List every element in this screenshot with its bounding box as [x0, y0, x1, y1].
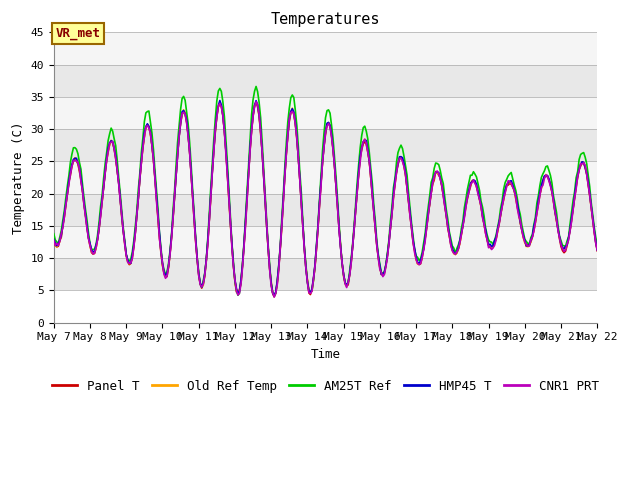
Legend: Panel T, Old Ref Temp, AM25T Ref, HMP45 T, CNR1 PRT: Panel T, Old Ref Temp, AM25T Ref, HMP45 …: [47, 375, 604, 398]
Bar: [54, 226, 597, 258]
X-axis label: Time: Time: [310, 348, 340, 361]
Bar: [54, 129, 597, 161]
Bar: [54, 97, 597, 129]
Bar: [54, 32, 597, 65]
Bar: [54, 65, 597, 97]
Text: VR_met: VR_met: [56, 27, 100, 40]
Y-axis label: Temperature (C): Temperature (C): [12, 121, 25, 234]
Title: Temperatures: Temperatures: [271, 12, 380, 27]
Bar: [54, 258, 597, 290]
Bar: [54, 161, 597, 194]
Bar: [54, 194, 597, 226]
Bar: [54, 290, 597, 323]
